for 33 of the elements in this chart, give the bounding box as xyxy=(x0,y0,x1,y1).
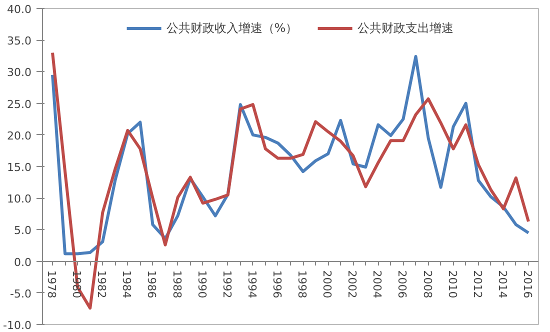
y-tick-label: 0.0 xyxy=(14,256,32,269)
x-tick-label: 2004 xyxy=(370,270,384,298)
x-tick-label: 1984 xyxy=(120,270,134,298)
x-tick-label: 1982 xyxy=(95,270,108,298)
y-tick-label: 10.0 xyxy=(7,192,32,206)
legend-label: 公共财政收入增速（%） xyxy=(166,20,298,36)
y-tick-label: 25.0 xyxy=(7,98,32,111)
x-tick-label: 2000 xyxy=(320,270,334,298)
x-tick-label: 2012 xyxy=(470,270,484,298)
legend-label: 公共财政支出增速 xyxy=(358,20,454,36)
y-tick-label: 30.0 xyxy=(7,66,32,80)
x-tick-label: 1994 xyxy=(245,270,258,298)
y-tick-label: 40.0 xyxy=(7,3,32,16)
x-tick-label: 1990 xyxy=(195,270,208,298)
x-tick-label: 2016 xyxy=(520,270,534,298)
x-tick-label: 2006 xyxy=(396,270,409,298)
x-tick-label: 2014 xyxy=(496,270,509,298)
y-tick-label: 5.0 xyxy=(14,224,32,238)
y-tick-label: 20.0 xyxy=(7,129,32,142)
x-tick-label: 2002 xyxy=(346,270,359,298)
x-tick-label: 1996 xyxy=(270,270,284,298)
x-tick-label: 2010 xyxy=(446,270,459,298)
x-tick-label: 1988 xyxy=(170,270,184,298)
y-tick-label: -10.0 xyxy=(3,319,32,332)
y-tick-label: 15.0 xyxy=(7,161,32,174)
y-tick-label: -5.0 xyxy=(10,287,32,300)
x-tick-label: 1998 xyxy=(296,270,309,298)
y-tick-label: 35.0 xyxy=(7,34,32,48)
x-tick-label: 1980 xyxy=(70,270,84,298)
x-tick-label: 1992 xyxy=(220,270,234,298)
x-tick-label: 1978 xyxy=(45,270,58,298)
x-tick-label: 1986 xyxy=(145,270,158,298)
x-tick-label: 2008 xyxy=(420,270,434,298)
